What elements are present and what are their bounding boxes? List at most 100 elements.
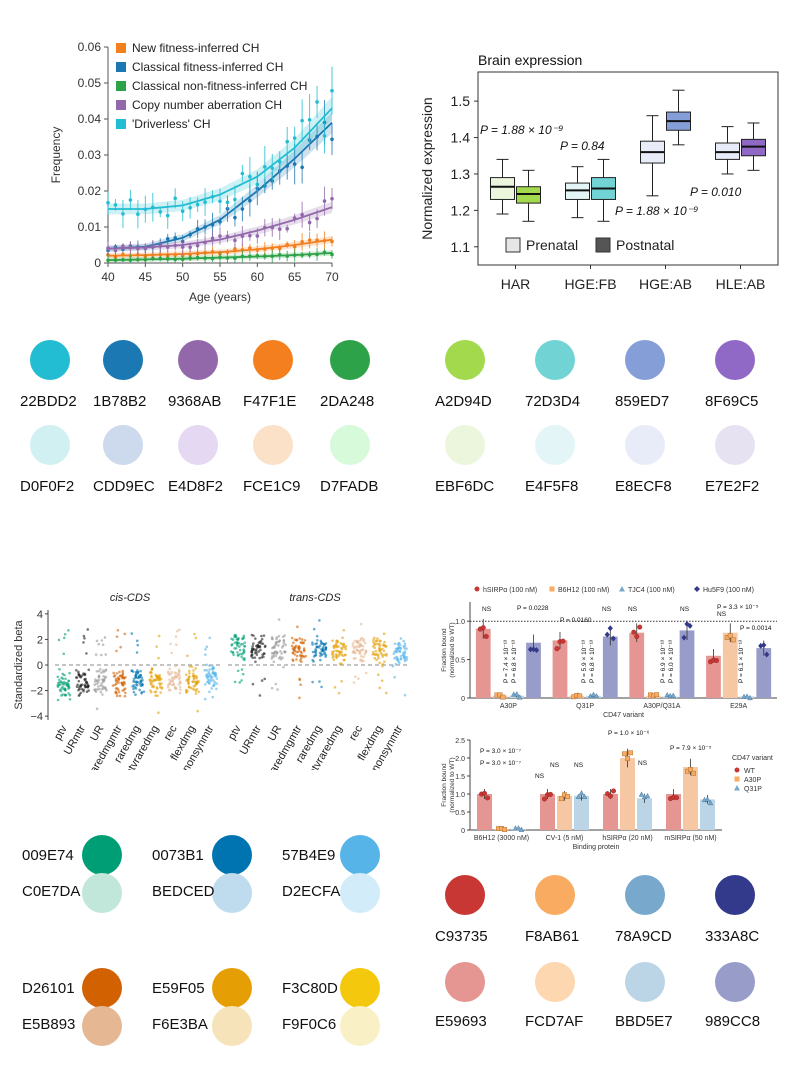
beta-point (311, 641, 314, 644)
bar (756, 648, 772, 698)
fraction-top-chart: hSIRPα (100 nM) B6H12 (100 nM) TJC4 (100 n… (441, 586, 777, 719)
beta-point (355, 648, 359, 652)
beta-point (157, 656, 160, 660)
p-value: P = 0.0228 (517, 605, 549, 612)
data-point (315, 238, 319, 243)
beta-point (150, 682, 153, 685)
data-point (165, 237, 170, 241)
beta-point (252, 648, 256, 651)
legend-marker (734, 767, 740, 773)
beta-point (153, 690, 157, 694)
data-point (210, 256, 215, 261)
x-tick-label: 55 (213, 270, 227, 284)
data-point (248, 254, 252, 258)
legend-marker (549, 586, 555, 592)
beta-point (242, 634, 246, 638)
beta-point (187, 675, 191, 678)
beta-point (95, 682, 99, 686)
beta-point (104, 653, 108, 656)
beta-point (104, 668, 108, 671)
data-point (128, 258, 133, 262)
beta-point (117, 679, 120, 682)
data-point (180, 209, 185, 214)
p-value: P = 3.3 × 10⁻⁵ (717, 604, 759, 611)
brain-plot: Brain expression 1.1 1.2 1.3 1.4 1.5 Normalize… (419, 52, 779, 292)
p-value: P = 5.9 × 10⁻¹³ (581, 639, 588, 683)
beta-point (240, 679, 243, 682)
beta-point (62, 683, 65, 686)
beta-point (64, 693, 67, 697)
data-point (210, 194, 215, 199)
hex-label: 009E74 (22, 847, 74, 864)
beta-point (333, 686, 337, 689)
bar (475, 628, 491, 698)
color-swatch (82, 873, 122, 913)
color-swatch (340, 968, 380, 1008)
beta-point (330, 650, 334, 654)
color-swatch (330, 340, 370, 380)
beta-point (318, 651, 322, 655)
beta-point (116, 628, 120, 632)
beta-point (166, 683, 170, 687)
beta-point (179, 688, 182, 691)
beta-point (82, 689, 85, 693)
beta-point (300, 641, 303, 645)
beta-point (211, 679, 215, 682)
beta-point (385, 652, 388, 656)
beta-point (279, 657, 283, 661)
beta-point (197, 690, 200, 694)
beta-point (320, 685, 323, 689)
beta-point (174, 643, 178, 647)
beta-point (94, 690, 98, 694)
x-tick-label: ptv (226, 723, 244, 742)
beta-point (378, 661, 381, 665)
beta-point (119, 645, 122, 649)
data-point (233, 238, 237, 243)
beta-point (101, 643, 105, 647)
beta-point (274, 654, 278, 658)
beta-point (195, 677, 198, 680)
beta-point (300, 651, 303, 655)
beta-point (135, 651, 139, 654)
beta-point (353, 675, 357, 678)
beta-point (113, 674, 117, 677)
hex-label: F47F1E (243, 393, 297, 410)
p-value: NS (574, 762, 584, 769)
x-tick-label: A30P (500, 703, 517, 710)
color-swatch (715, 425, 755, 465)
color-swatch (30, 425, 70, 465)
beta-point (56, 683, 60, 687)
beta-point (130, 669, 134, 673)
beta-point (62, 636, 66, 640)
beta-point (360, 648, 364, 652)
replicate-point (727, 633, 733, 639)
beta-point (391, 664, 395, 668)
y-tick-label: 0.06 (78, 40, 102, 54)
beta-point (373, 643, 376, 646)
beta-point (260, 679, 264, 682)
x-tick-label: mSIRPα (50 nM) (664, 835, 716, 842)
hex-label: E5B893 (22, 1016, 76, 1033)
replicate-point (581, 793, 588, 799)
legend-label: Classical fitness-inferred CH (132, 60, 283, 74)
beta-point (280, 652, 284, 655)
beta-point (351, 642, 355, 645)
beta-point (169, 672, 173, 676)
beta-point (203, 683, 207, 686)
beta-point (403, 693, 407, 697)
beta-point (95, 669, 99, 673)
data-point (210, 236, 215, 241)
beta-point (233, 680, 237, 684)
data-point (277, 159, 282, 164)
beta-point (239, 643, 243, 646)
beta-point (352, 646, 356, 650)
color-swatch (445, 875, 485, 915)
beta-point (251, 682, 255, 686)
y-axis-label: Standardized beta (13, 619, 25, 709)
data-point (113, 248, 118, 253)
x-tick-label: HLE:AB (716, 276, 766, 292)
beta-point (101, 693, 104, 696)
data-point (136, 246, 140, 251)
data-point (330, 196, 334, 201)
data-point (158, 256, 163, 261)
